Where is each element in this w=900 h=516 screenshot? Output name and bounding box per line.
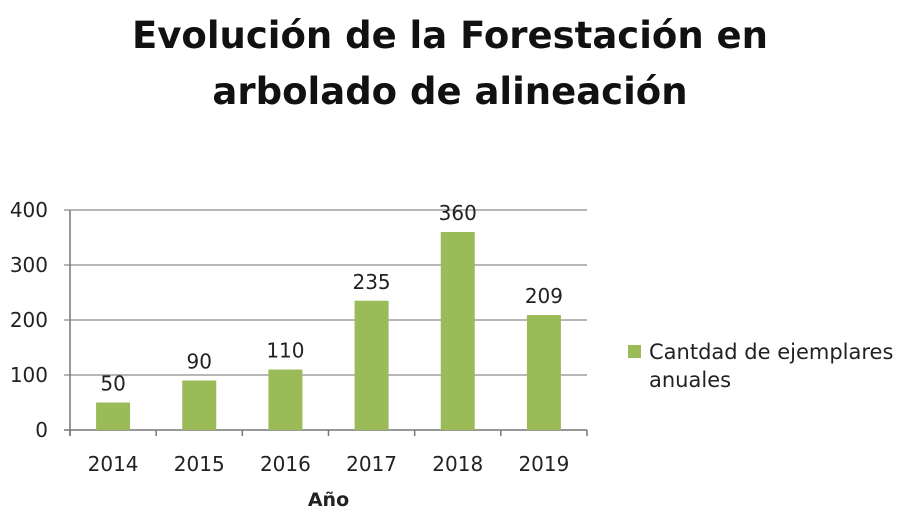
- legend-label-line-2: anuales: [649, 368, 732, 392]
- data-label: 50: [100, 372, 125, 396]
- bar-2018: [440, 232, 475, 430]
- x-tick-label: 2014: [88, 452, 139, 476]
- bar-2014: [96, 402, 131, 430]
- x-tick-label: 2016: [260, 452, 311, 476]
- bar-2019: [526, 315, 561, 430]
- data-label: 360: [439, 201, 477, 225]
- bar-2017: [354, 300, 389, 430]
- y-tick-label: 200: [10, 308, 48, 332]
- data-label: 209: [525, 284, 563, 308]
- y-tick-label: 0: [35, 418, 48, 442]
- x-tick-label: 2017: [346, 452, 397, 476]
- y-tick-label: 400: [10, 198, 48, 222]
- legend: Cantdad de ejemplares anuales: [628, 338, 898, 394]
- bar-2015: [182, 380, 217, 430]
- x-axis-title: Año: [308, 489, 349, 511]
- bar-2016: [268, 369, 303, 430]
- data-label: 110: [266, 339, 304, 363]
- legend-label-line-1: Cantdad de ejemplares: [649, 340, 894, 364]
- data-label: 235: [352, 270, 390, 294]
- title-line-2: arbolado de alineación: [212, 70, 688, 113]
- x-tick-label: 2018: [432, 452, 483, 476]
- chart-title: Evolución de la Forestación en arbolado …: [0, 8, 900, 120]
- x-tick-label: 2015: [174, 452, 225, 476]
- title-line-1: Evolución de la Forestación en: [132, 14, 768, 57]
- data-label: 90: [187, 350, 212, 374]
- y-tick-label: 300: [10, 253, 48, 277]
- legend-swatch: [628, 345, 641, 358]
- y-tick-label: 100: [10, 363, 48, 387]
- x-tick-label: 2019: [518, 452, 569, 476]
